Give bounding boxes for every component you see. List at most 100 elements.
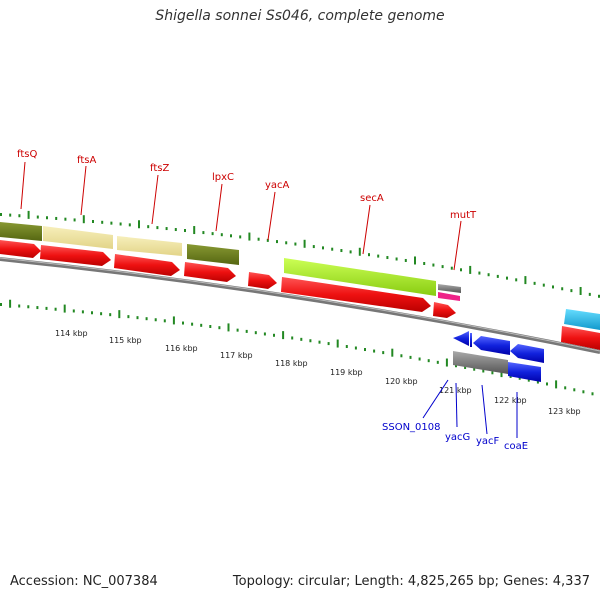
minor-tick [318, 340, 321, 344]
minor-tick [460, 268, 462, 272]
minor-tick [377, 254, 380, 258]
feature-gray-lower [453, 351, 508, 374]
gene-ftsZ [114, 254, 180, 276]
accession-text: Accession: NC_007384 [10, 574, 158, 589]
minor-tick [345, 345, 348, 349]
major-tick [358, 247, 361, 256]
minor-tick [312, 245, 315, 249]
minor-tick [364, 348, 366, 352]
minor-tick [294, 242, 297, 246]
feature-blue-lower [508, 362, 541, 382]
minor-tick [300, 337, 303, 341]
major-tick [469, 265, 472, 274]
gene-lpxC [184, 262, 236, 282]
major-tick [391, 348, 394, 357]
minor-tick [464, 365, 467, 369]
feature-cyan [564, 309, 600, 330]
minor-tick [423, 261, 426, 265]
minor-tick [127, 315, 130, 319]
gene-label-lpxC[interactable]: lpxC [212, 172, 234, 183]
major-tick [227, 323, 230, 332]
major-tick [414, 256, 416, 265]
minor-tick [322, 246, 324, 250]
minor-tick [0, 213, 2, 216]
gene-label-SSON_0108[interactable]: SSON_0108 [382, 422, 441, 433]
major-tick [9, 299, 12, 308]
minor-tick [491, 371, 494, 375]
minor-tick [266, 238, 269, 242]
minor-tick [245, 329, 248, 333]
minor-tick [18, 214, 21, 218]
minor-tick [254, 331, 257, 335]
minor-tick [54, 307, 57, 311]
minor-tick [202, 231, 205, 235]
minor-tick [542, 283, 545, 287]
minor-tick [257, 237, 260, 241]
minor-tick [109, 313, 112, 317]
gene-label-ftsA[interactable]: ftsA [77, 155, 96, 166]
gene-label-coaE[interactable]: coaE [504, 441, 528, 452]
minor-tick [156, 226, 159, 230]
gene-label-ftsQ[interactable]: ftsQ [17, 149, 37, 160]
gene-label-yacA[interactable]: yacA [265, 180, 290, 191]
minor-tick [45, 306, 48, 310]
minor-tick [450, 266, 453, 270]
upper-tick-row [0, 210, 600, 298]
feature-olive-1 [0, 222, 42, 241]
major-tick [303, 239, 306, 248]
scale-label: 115 kbp [109, 336, 142, 345]
minor-tick [119, 222, 122, 226]
minor-tick [236, 328, 239, 332]
major-tick [248, 232, 251, 241]
minor-tick [110, 221, 113, 225]
minor-tick [588, 292, 591, 296]
minor-tick [404, 258, 407, 262]
scale-labels: 114 kbp 115 kbp 116 kbp 117 kbp 118 kbp … [55, 329, 581, 416]
gene-label-yacG[interactable]: yacG [445, 432, 470, 443]
major-tick [524, 276, 527, 285]
minor-tick [220, 233, 223, 237]
genome-summary: Topology: circular; Length: 4,825,265 bp… [232, 574, 590, 589]
minor-tick [515, 278, 518, 282]
feature-khaki-1 [43, 226, 113, 249]
minor-tick [473, 367, 476, 371]
minor-tick [561, 287, 564, 291]
feature-gray-small [438, 284, 461, 293]
minor-tick [239, 235, 242, 239]
feature-olive-2 [187, 244, 239, 265]
gene-label-yacF[interactable]: yacF [476, 436, 500, 447]
minor-tick [487, 273, 490, 277]
minor-tick [46, 216, 48, 220]
scale-label: 119 kbp [330, 368, 363, 377]
minor-tick [455, 364, 457, 368]
minor-tick [273, 333, 275, 337]
minor-tick [100, 312, 103, 316]
minor-tick [340, 249, 343, 253]
minor-tick [570, 289, 573, 293]
gene-label-secA[interactable]: secA [360, 193, 384, 204]
minor-tick [527, 378, 530, 382]
minor-tick [533, 281, 536, 285]
minor-tick [200, 323, 203, 327]
minor-tick [441, 265, 444, 269]
minor-tick [147, 225, 150, 229]
minor-tick [331, 247, 334, 251]
minor-tick [395, 257, 398, 261]
gene-yacG [470, 333, 472, 347]
gene-label-ftsZ[interactable]: ftsZ [150, 163, 169, 174]
gene-label-mutT[interactable]: mutT [450, 210, 477, 221]
minor-tick [482, 369, 485, 373]
minor-tick [432, 263, 435, 267]
major-tick [82, 215, 85, 224]
major-tick [579, 286, 582, 295]
forward-strand-genes [0, 240, 600, 350]
minor-tick [309, 339, 312, 343]
gene-coaE [510, 344, 544, 363]
minor-tick [101, 220, 104, 224]
minor-tick [154, 318, 157, 322]
minor-tick [496, 274, 499, 278]
backbone-highlight [0, 257, 600, 352]
minor-tick [427, 359, 430, 363]
minor-tick [9, 213, 12, 217]
